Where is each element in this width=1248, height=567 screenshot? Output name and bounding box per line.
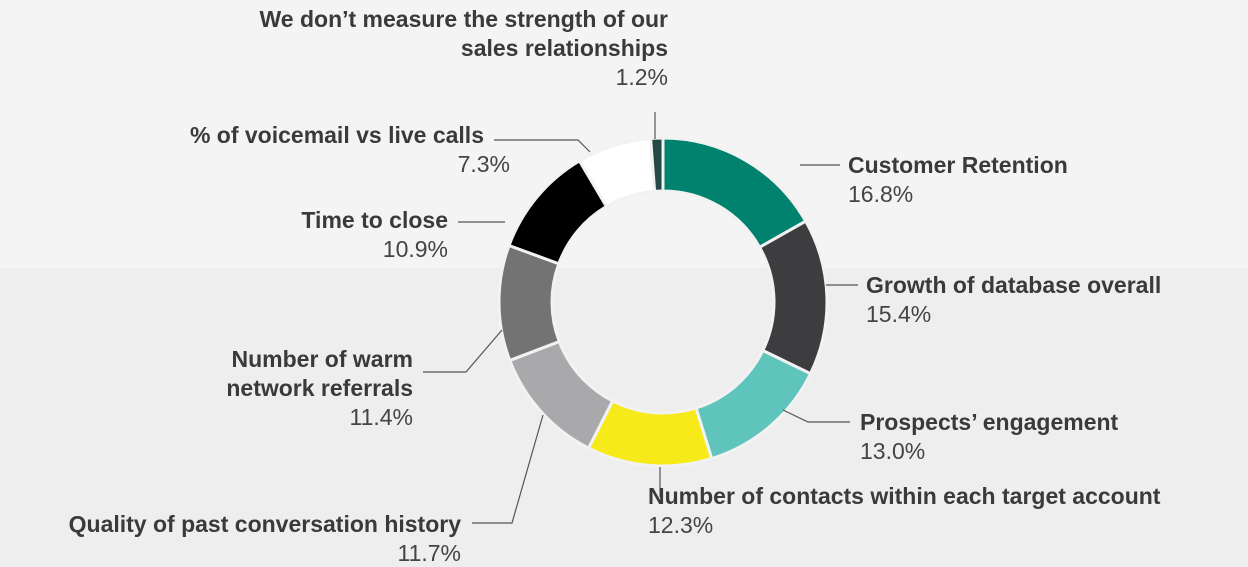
slice-label: Number of warm network referrals (226, 346, 413, 401)
slice-label: % of voicemail vs live calls (189, 122, 484, 148)
donut-slice (757, 219, 829, 376)
donut-slice (507, 339, 615, 451)
slice-value: 7.3% (457, 151, 510, 177)
slice-label: Time to close (301, 207, 448, 233)
slice-label: Number of contacts within each target ac… (648, 483, 1161, 509)
slice-value: 12.3% (648, 512, 714, 538)
slice-value: 11.7% (397, 540, 461, 566)
slice-value: 15.4% (866, 301, 932, 327)
leader-line (423, 329, 503, 373)
donut-slice (661, 136, 808, 250)
slice-value: 10.9% (382, 236, 448, 262)
donut-slice (694, 348, 813, 461)
slice-label: Prospects’ engagement (860, 409, 1119, 435)
slice-label: Quality of past conversation history (68, 511, 461, 537)
leader-line (472, 414, 544, 524)
leader-line (494, 139, 591, 153)
slice-value: 13.0% (860, 438, 926, 464)
slice-label: We don’t measure the strength of our sal… (259, 6, 669, 61)
slice-value: 16.8% (848, 181, 914, 207)
slice-value: 1.2% (615, 64, 668, 90)
leader-line (782, 409, 850, 423)
slice-value: 11.4% (349, 404, 413, 430)
donut-slice (497, 243, 562, 363)
slice-label: Customer Retention (848, 152, 1068, 178)
slice-label: Growth of database overall (866, 272, 1162, 298)
